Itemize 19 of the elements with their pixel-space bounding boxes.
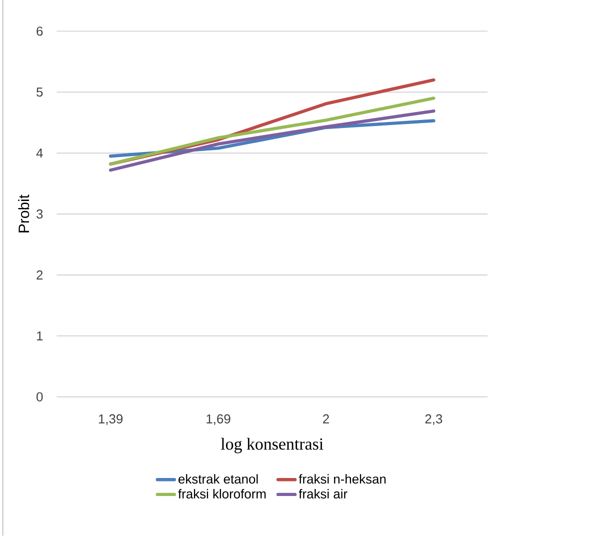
legend-label: fraksi n-heksan <box>298 474 386 484</box>
legend-label: fraksi air <box>298 489 348 499</box>
x-tick-label: 1,69 <box>206 414 230 426</box>
y-tick-label: 6 <box>36 26 43 36</box>
y-tick-label: 4 <box>36 148 43 158</box>
x-tick-label: 2 <box>323 414 329 424</box>
y-tick-label: 3 <box>36 210 43 219</box>
x-tick-label: 2,3 <box>425 414 442 426</box>
line-series <box>108 96 436 166</box>
y-tick-label: 2 <box>36 270 43 280</box>
x-tick-label: 1,39 <box>98 414 123 426</box>
y-tick-label: 0 <box>36 392 43 402</box>
x-axis-title: log konsentrasi <box>220 438 324 454</box>
line-series <box>108 110 436 172</box>
y-tick-label: 5 <box>36 88 43 97</box>
legend-label: ekstrak etanol <box>178 474 258 484</box>
y-tick-label: 1 <box>36 332 43 340</box>
y-axis-title: Probit <box>18 194 30 232</box>
legend-label: fraksi kloroform <box>178 489 266 499</box>
